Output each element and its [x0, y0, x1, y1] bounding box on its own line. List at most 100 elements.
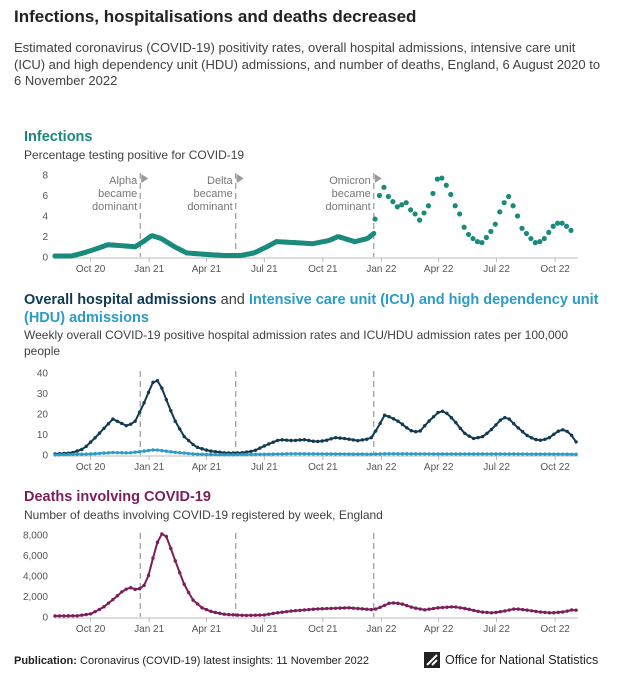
hospital-admissions-point: [454, 420, 458, 425]
hospital-admissions-point: [512, 421, 516, 426]
icu-hdu-admissions-point: [503, 452, 507, 456]
icu-hdu-admissions-point: [155, 448, 160, 452]
infection-point: [394, 204, 400, 210]
hospital-admissions-point: [293, 438, 298, 443]
icu-hdu-admissions-point: [458, 452, 462, 456]
deaths-point: [436, 606, 440, 610]
deaths-line: [54, 532, 577, 617]
infections-subtitle: Percentage testing positive for COVID-19: [24, 148, 245, 162]
deaths-point: [151, 556, 155, 560]
infection-point: [568, 227, 574, 233]
hospital-admissions-point: [467, 434, 471, 438]
icu-hdu-admissions-point: [80, 452, 84, 456]
infection-point: [523, 230, 530, 237]
hospital-admissions-point: [498, 418, 503, 422]
infection-point: [479, 240, 485, 246]
hospital-admissions-point: [289, 438, 293, 443]
hospital-admissions-point: [458, 426, 462, 431]
deaths-point: [111, 597, 115, 602]
hospital-admissions-point: [129, 422, 133, 426]
hospital-admissions-point: [414, 430, 418, 434]
x-tick-label: Oct 22: [540, 624, 570, 635]
hospital-admissions-point: [534, 437, 538, 442]
icu-hdu-admissions-point: [382, 452, 387, 456]
y-tick-label: 4: [42, 212, 48, 223]
deaths-point: [66, 614, 71, 618]
deaths-point: [503, 609, 507, 613]
icu-hdu-admissions-point: [316, 452, 320, 456]
icu-hdu-admissions-point: [182, 451, 186, 455]
deaths-point: [209, 609, 213, 614]
deaths-point: [485, 610, 489, 615]
icu-hdu-admissions-point: [529, 452, 534, 456]
icu-hdu-admissions-point: [342, 452, 347, 456]
hospital-admissions-point: [200, 447, 204, 451]
infection-point: [434, 176, 440, 182]
hospital-admissions-point: [137, 410, 142, 414]
icu-hdu-admissions-point: [195, 452, 200, 456]
hospital-admissions-point: [405, 426, 409, 430]
icu-hdu-admissions-point: [547, 452, 552, 456]
ons-logo-text: Office for National Statistics: [445, 653, 599, 667]
deaths-point: [422, 608, 427, 612]
y-tick-label: 6,000: [23, 551, 48, 562]
hospital-admissions-point: [142, 401, 146, 405]
x-tick-label: Oct 22: [540, 462, 570, 473]
icu-hdu-admissions-point: [146, 448, 151, 453]
x-tick-label: Oct 21: [308, 462, 338, 473]
hospital-admissions-point: [324, 438, 329, 442]
deaths-point: [262, 613, 267, 617]
deaths-point: [160, 532, 164, 536]
variant-annotation-text: dominant: [187, 201, 232, 213]
icu-hdu-admissions-point: [351, 452, 356, 456]
deaths-point: [382, 603, 387, 608]
infection-point: [425, 203, 432, 209]
infection-point: [514, 213, 521, 219]
hospital-admissions-point: [342, 436, 347, 441]
icu-hdu-admissions-point: [414, 452, 418, 456]
deaths-point: [244, 613, 249, 618]
icu-hdu-admissions-point: [387, 452, 391, 456]
hospital-admissions-point: [111, 417, 115, 421]
icu-hdu-admissions-point: [396, 452, 400, 456]
x-tick-label: Jan 22: [366, 462, 396, 473]
hospital-admissions-point: [88, 440, 93, 444]
infection-point: [381, 184, 387, 190]
icu-hdu-admissions-point: [405, 452, 409, 456]
deaths-point: [320, 606, 324, 611]
hospital-admissions-point: [516, 426, 520, 430]
y-tick-label: 20: [37, 410, 49, 421]
hospital-admissions-point: [373, 429, 378, 433]
deaths-point: [552, 610, 556, 615]
hospital-admissions-point: [124, 423, 128, 428]
infection-point: [483, 234, 489, 241]
deaths-point: [356, 606, 360, 611]
icu-hdu-admissions-point: [204, 452, 209, 457]
icu-hdu-admissions-point: [494, 452, 498, 456]
icu-hdu-admissions-point: [169, 450, 173, 454]
icu-hdu-admissions-point: [391, 452, 396, 456]
x-tick-label: Jan 22: [366, 624, 396, 635]
y-tick-label: 0: [42, 613, 48, 624]
deaths-point: [569, 608, 574, 612]
x-tick-label: Jan 21: [134, 624, 164, 635]
hospital-admissions-point: [302, 438, 307, 442]
deaths-point: [204, 607, 209, 612]
icu-hdu-admissions-point: [302, 452, 307, 456]
deaths-point: [178, 571, 182, 575]
icu-hdu-admissions-point: [88, 452, 93, 456]
deaths-point: [97, 607, 102, 612]
icu-hdu-admissions-point: [552, 452, 556, 456]
variant-arrow-icon: [141, 174, 149, 183]
hospital-admissions-point: [280, 438, 284, 442]
hospital-subtitle: Weekly overall COVID-19 positive hospita…: [24, 328, 569, 358]
hospital-admissions-point: [284, 438, 289, 442]
icu-hdu-admissions-point: [427, 452, 431, 456]
icu-hdu-admissions-point: [53, 453, 57, 457]
deaths-point: [84, 612, 88, 617]
hospital-admissions-point: [195, 445, 200, 450]
infection-point: [461, 224, 467, 230]
deaths-point: [120, 590, 124, 594]
x-tick-label: Jul 21: [251, 264, 278, 275]
hospital-admissions-point: [133, 419, 137, 423]
